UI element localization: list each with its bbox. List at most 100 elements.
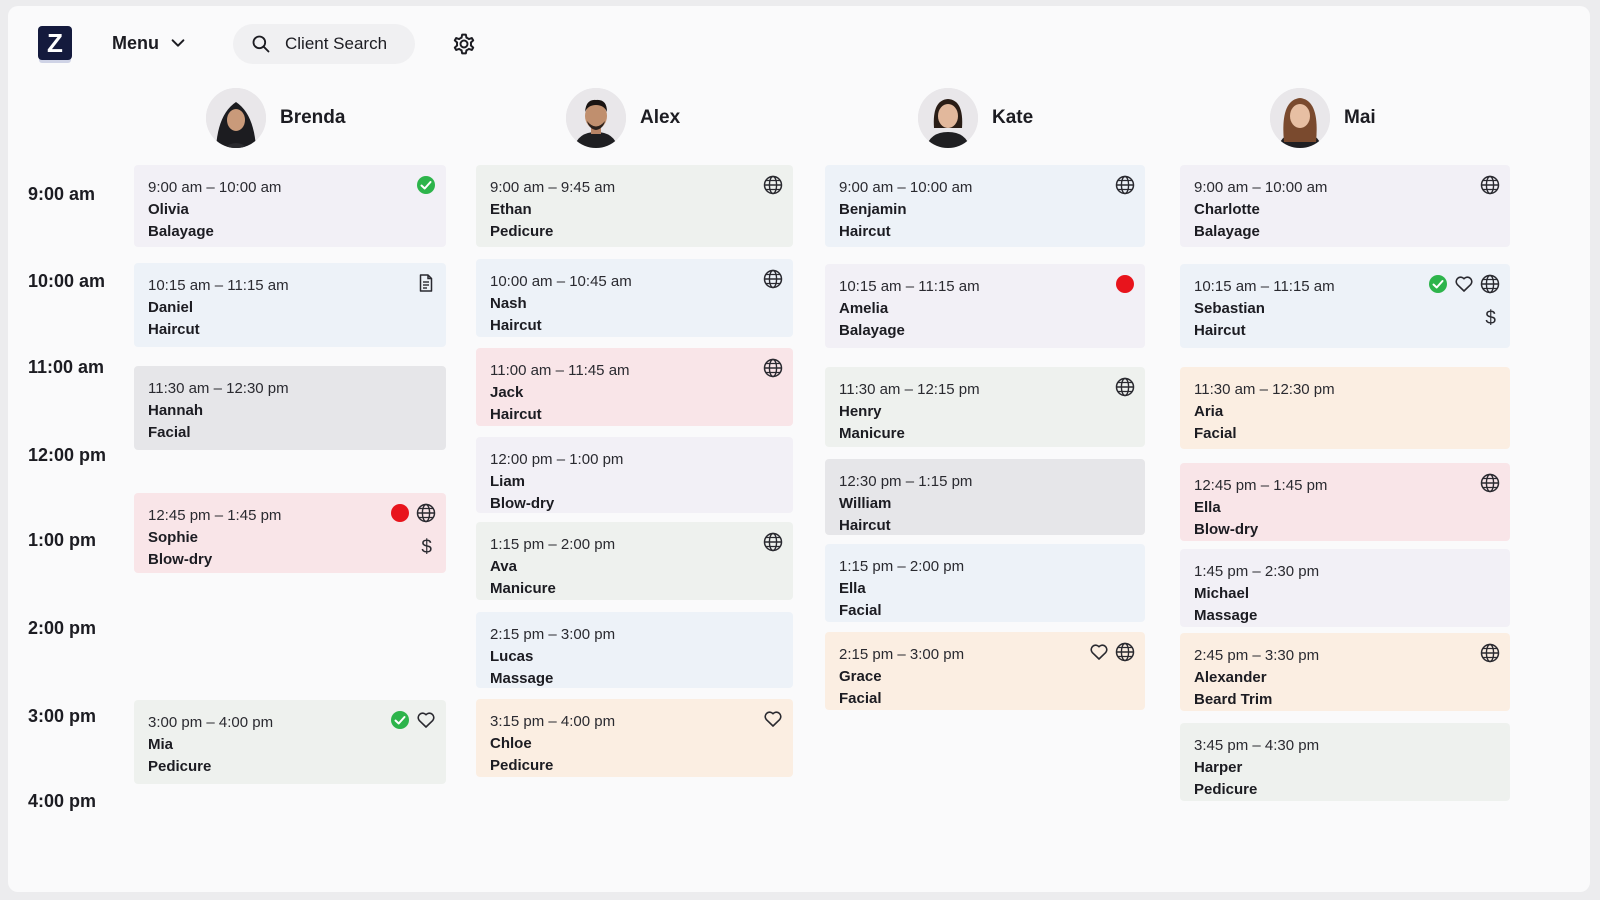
staff-name: Brenda bbox=[280, 107, 346, 128]
appointment-time: 12:00 pm – 1:00 pm bbox=[490, 451, 624, 468]
client-name: Harper bbox=[1194, 759, 1243, 776]
time-label: 10:00 am bbox=[28, 271, 106, 291]
check-circle-icon bbox=[417, 176, 435, 194]
appointment-card[interactable]: 1:15 pm – 2:00 pm Ava Manicure bbox=[476, 522, 793, 600]
service-name: Facial bbox=[839, 690, 882, 707]
heart-icon[interactable] bbox=[763, 709, 783, 729]
globe-icon[interactable] bbox=[763, 175, 783, 195]
appointment-card[interactable]: 10:15 am – 11:15 am Daniel Haircut bbox=[134, 263, 446, 347]
globe-icon[interactable] bbox=[1480, 473, 1500, 493]
appointment-time: 9:00 am – 10:00 am bbox=[1194, 179, 1328, 196]
globe-icon[interactable] bbox=[763, 269, 783, 289]
staff-header-mai[interactable]: Mai bbox=[1270, 86, 1376, 150]
appointment-card[interactable]: 12:45 pm – 1:45 pm Ella Blow-dry bbox=[1180, 463, 1510, 541]
client-name: Jack bbox=[490, 384, 524, 401]
service-name: Massage bbox=[490, 670, 554, 687]
client-name: Daniel bbox=[148, 299, 194, 316]
menu-dropdown[interactable]: Menu bbox=[112, 28, 187, 58]
appointment-time: 9:00 am – 9:45 am bbox=[490, 179, 616, 196]
globe-icon[interactable] bbox=[1115, 642, 1135, 662]
gear-icon[interactable] bbox=[450, 30, 478, 58]
globe-icon[interactable] bbox=[1480, 175, 1500, 195]
appointment-card[interactable]: 11:30 am – 12:30 pm Hannah Facial bbox=[134, 366, 446, 450]
appointment-card[interactable]: 9:00 am – 10:00 am Olivia Balayage bbox=[134, 165, 446, 247]
appointment-card[interactable]: 10:15 am – 11:15 am Sebastian Haircut $ bbox=[1180, 264, 1510, 348]
staff-header-alex[interactable]: Alex bbox=[566, 86, 680, 150]
client-name: Lucas bbox=[490, 648, 534, 665]
client-name: Sebastian bbox=[1194, 300, 1265, 317]
globe-icon[interactable] bbox=[763, 358, 783, 378]
appointment-time: 10:15 am – 11:15 am bbox=[839, 278, 980, 295]
appointment-time: 2:15 pm – 3:00 pm bbox=[839, 646, 965, 663]
client-name: Hannah bbox=[148, 402, 204, 419]
time-label: 11:00 am bbox=[28, 357, 105, 377]
service-name: Massage bbox=[1194, 607, 1258, 624]
check-circle-icon bbox=[391, 711, 409, 729]
red-dot-icon bbox=[1116, 275, 1134, 293]
client-name: Olivia bbox=[148, 201, 189, 218]
time-label: 1:00 pm bbox=[28, 530, 97, 550]
globe-icon[interactable] bbox=[763, 532, 783, 552]
staff-name: Mai bbox=[1344, 107, 1376, 128]
client-search[interactable]: Client Search bbox=[233, 24, 415, 64]
appointment-card[interactable]: 12:30 pm – 1:15 pm William Haircut bbox=[825, 459, 1145, 535]
heart-icon[interactable] bbox=[1454, 274, 1474, 294]
globe-icon[interactable] bbox=[1480, 274, 1500, 294]
appointment-card[interactable]: 1:45 pm – 2:30 pm Michael Massage bbox=[1180, 549, 1510, 627]
client-name: Ethan bbox=[490, 201, 532, 218]
appointment-time: 2:45 pm – 3:30 pm bbox=[1194, 647, 1320, 664]
appointment-card[interactable]: 9:00 am – 10:00 am Benjamin Haircut bbox=[825, 165, 1145, 247]
chevron-down-icon bbox=[171, 39, 185, 47]
service-name: Pedicure bbox=[148, 758, 212, 775]
appointment-card[interactable]: 2:15 pm – 3:00 pm Lucas Massage bbox=[476, 612, 793, 688]
globe-icon[interactable] bbox=[1115, 175, 1135, 195]
client-name: Sophie bbox=[148, 529, 199, 546]
appointment-card[interactable]: 3:45 pm – 4:30 pm Harper Pedicure bbox=[1180, 723, 1510, 801]
heart-icon[interactable] bbox=[1089, 642, 1109, 662]
client-name: Mia bbox=[148, 736, 174, 753]
client-name: Nash bbox=[490, 295, 527, 312]
globe-icon[interactable] bbox=[1115, 377, 1135, 397]
appointment-card[interactable]: 2:15 pm – 3:00 pm Grace Facial bbox=[825, 632, 1145, 710]
appointment-card[interactable]: 10:00 am – 10:45 am Nash Haircut bbox=[476, 259, 793, 337]
appointment-time: 10:15 am – 11:15 am bbox=[148, 277, 289, 294]
appointment-card[interactable]: 10:15 am – 11:15 am Amelia Balayage bbox=[825, 264, 1145, 348]
app-logo[interactable]: Z bbox=[38, 26, 72, 60]
appointment-time: 12:30 pm – 1:15 pm bbox=[839, 473, 973, 490]
appointment-card[interactable]: 12:45 pm – 1:45 pm Sophie Blow-dry $ bbox=[134, 493, 446, 573]
staff-header-kate[interactable]: Kate bbox=[918, 86, 1033, 150]
appointment-card[interactable]: 9:00 am – 9:45 am Ethan Pedicure bbox=[476, 165, 793, 247]
heart-icon[interactable] bbox=[416, 710, 436, 730]
client-name: Alexander bbox=[1194, 669, 1267, 686]
appointment-time: 11:30 am – 12:15 pm bbox=[839, 381, 980, 398]
service-name: Haircut bbox=[148, 321, 200, 338]
appointment-time: 10:15 am – 11:15 am bbox=[1194, 278, 1335, 295]
client-name: Ella bbox=[1194, 499, 1221, 516]
appointment-card[interactable]: 11:30 am – 12:30 pm Aria Facial bbox=[1180, 367, 1510, 449]
appointment-card[interactable]: 11:00 am – 11:45 am Jack Haircut bbox=[476, 348, 793, 426]
appointment-card[interactable]: 9:00 am – 10:00 am Charlotte Balayage bbox=[1180, 165, 1510, 247]
time-label: 12:00 pm bbox=[28, 445, 107, 465]
client-name: Henry bbox=[839, 403, 882, 420]
globe-icon[interactable] bbox=[416, 503, 436, 523]
client-name: Grace bbox=[839, 668, 882, 685]
client-name: Ella bbox=[839, 580, 866, 597]
client-name: Amelia bbox=[839, 300, 889, 317]
service-name: Manicure bbox=[490, 580, 556, 597]
service-name: Blow-dry bbox=[490, 495, 555, 512]
staff-header-brenda[interactable]: Brenda bbox=[206, 86, 345, 150]
dollar-icon: $ bbox=[1485, 308, 1496, 329]
appointment-card[interactable]: 3:00 pm – 4:00 pm Mia Pedicure bbox=[134, 700, 446, 784]
appointment-card[interactable]: 1:15 pm – 2:00 pm Ella Facial bbox=[825, 544, 1145, 622]
service-name: Balayage bbox=[1194, 223, 1260, 240]
appointment-time: 9:00 am – 10:00 am bbox=[148, 179, 282, 196]
appointment-card[interactable]: 2:45 pm – 3:30 pm Alexander Beard Trim bbox=[1180, 633, 1510, 711]
appointment-card[interactable]: 3:15 pm – 4:00 pm Chloe Pedicure bbox=[476, 699, 793, 777]
appointment-card[interactable]: 11:30 am – 12:15 pm Henry Manicure bbox=[825, 367, 1145, 447]
menu-label: Menu bbox=[112, 32, 159, 53]
service-name: Haircut bbox=[1194, 322, 1246, 339]
appointment-card[interactable]: 12:00 pm – 1:00 pm Liam Blow-dry bbox=[476, 437, 793, 513]
document-icon[interactable] bbox=[416, 273, 436, 293]
globe-icon[interactable] bbox=[1480, 643, 1500, 663]
service-name: Facial bbox=[839, 602, 882, 619]
